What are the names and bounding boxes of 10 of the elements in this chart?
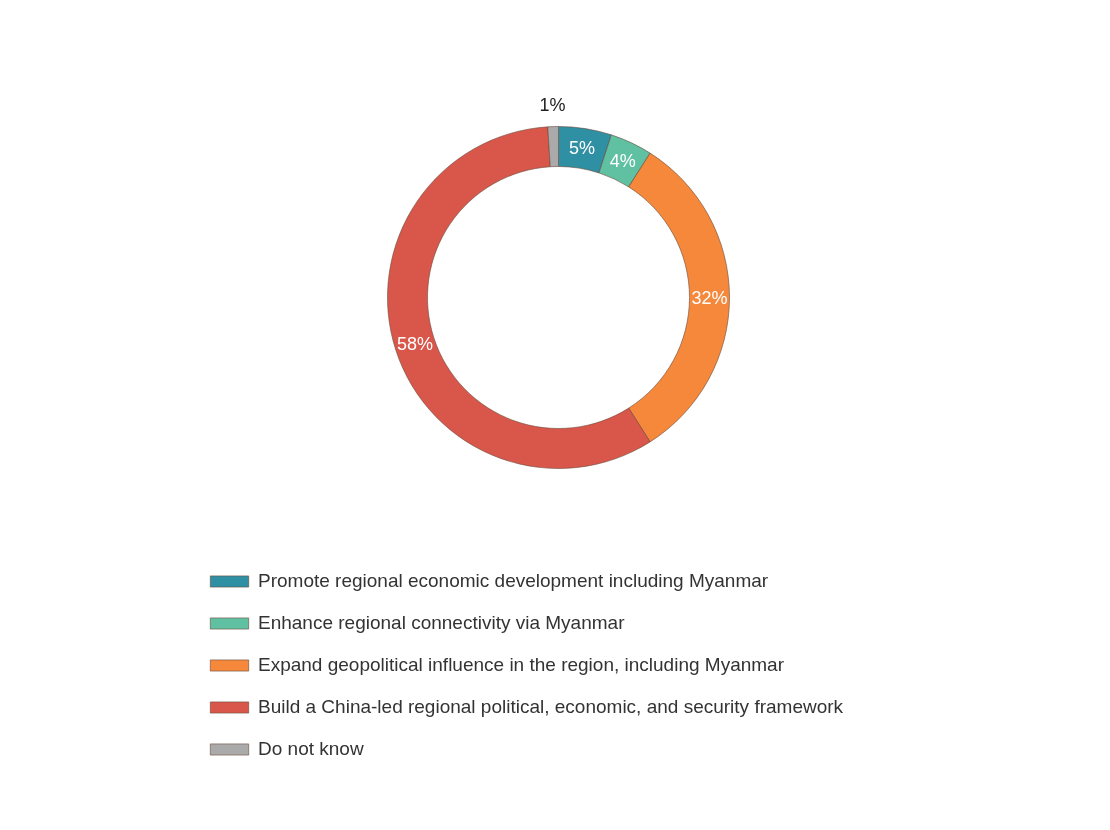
data-label: 5% xyxy=(569,138,596,159)
legend-label: Promote regional economic development including Myanmar xyxy=(258,570,769,592)
legend-label: Build a China-led regional political, economic, and security framework xyxy=(258,696,844,718)
data-label: 4% xyxy=(609,150,636,171)
legend-label: Expand geopolitical influence in the region, including Myanmar xyxy=(258,654,784,676)
data-label: 32% xyxy=(691,287,728,308)
legend-label: Enhance regional connectivity via Myanmar xyxy=(258,612,625,634)
legend-label: Do not know xyxy=(258,738,364,760)
data-label: 58% xyxy=(396,334,433,355)
data-label: 1% xyxy=(539,94,566,115)
